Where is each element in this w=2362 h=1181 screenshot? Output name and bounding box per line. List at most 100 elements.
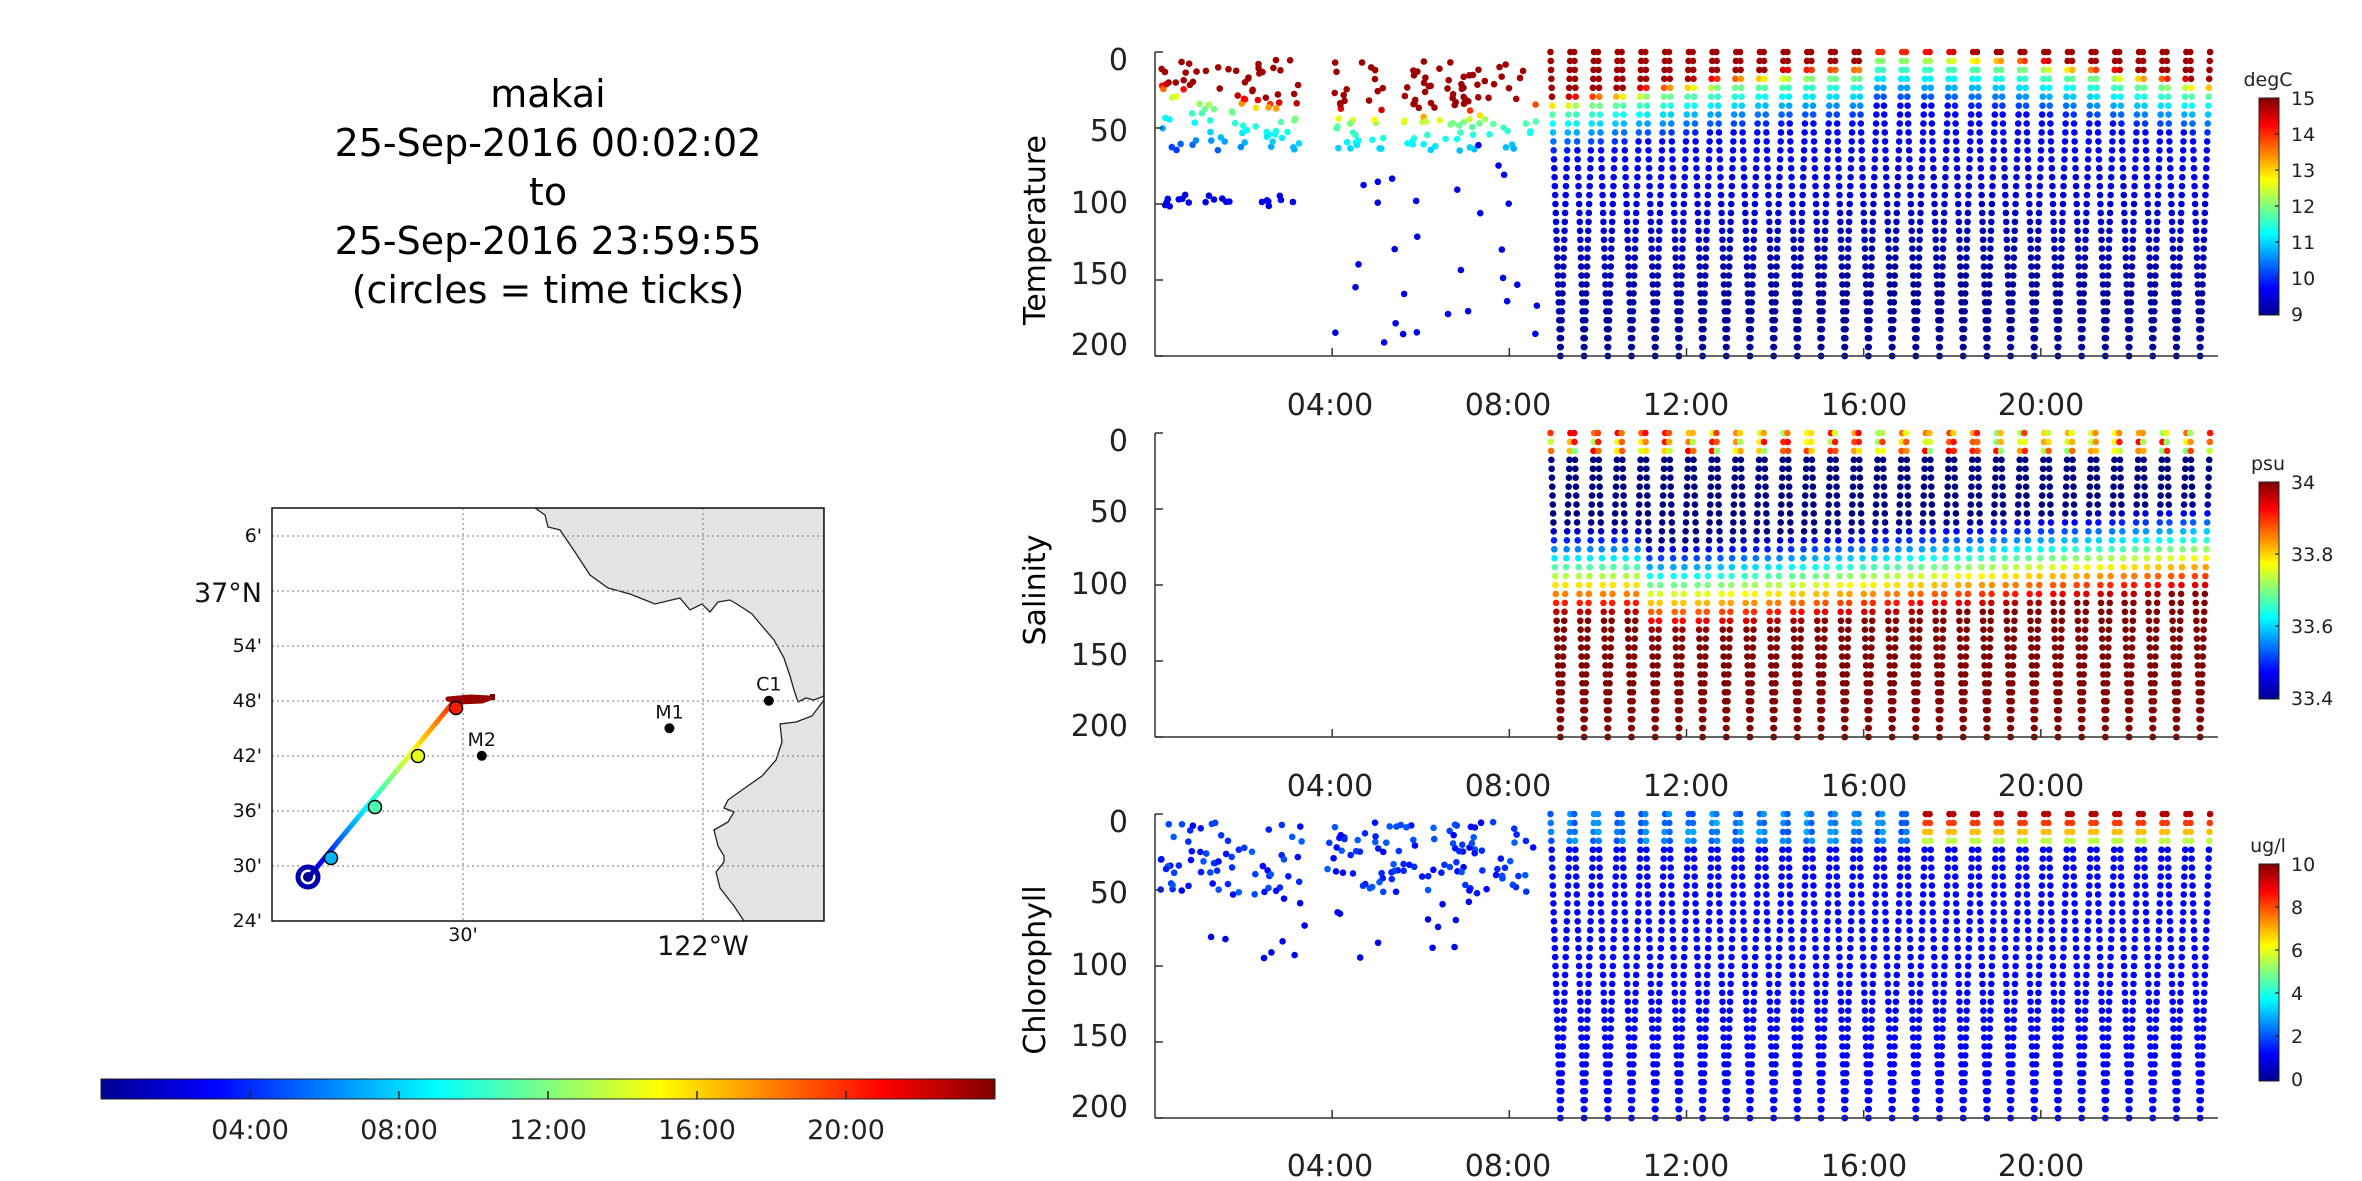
data-point — [1905, 510, 1912, 517]
data-point — [1699, 343, 1706, 351]
data-point — [1944, 483, 1952, 490]
data-point — [1586, 953, 1593, 961]
data-point — [1934, 299, 1942, 306]
data-point — [1610, 944, 1617, 952]
data-point — [1332, 329, 1339, 337]
data-point — [2076, 307, 2084, 315]
data-point — [1848, 510, 1856, 517]
data-point — [1775, 182, 1783, 190]
data-point — [1835, 536, 1842, 544]
data-point — [1573, 519, 1581, 526]
data-point — [2071, 138, 2078, 145]
data-point — [1422, 74, 1429, 82]
data-point — [1333, 68, 1340, 76]
data-point — [1943, 519, 1950, 526]
data-point — [1910, 299, 1918, 306]
data-point — [1572, 474, 1579, 482]
data-point — [1820, 263, 1828, 270]
data-point — [1555, 299, 1562, 306]
data-point — [2029, 697, 2037, 705]
data-point — [1811, 545, 1819, 553]
data-point — [1801, 501, 1809, 508]
data-point — [1990, 510, 1998, 517]
data-point — [1739, 909, 1747, 916]
data-point — [1966, 545, 1973, 553]
data-point — [1785, 102, 1793, 109]
data-point — [2016, 456, 2023, 464]
data-point — [1957, 653, 1964, 660]
data-point — [1660, 465, 1668, 473]
data-point — [1690, 75, 1697, 83]
data-point — [2140, 84, 2148, 92]
data-point — [1185, 60, 1193, 67]
data-point — [1667, 474, 1674, 482]
data-point — [1959, 334, 1966, 342]
data-point — [1601, 245, 1608, 253]
data-point — [1910, 662, 1917, 669]
data-point — [1727, 971, 1735, 979]
data-point — [2175, 281, 2183, 288]
data-point — [1849, 111, 1856, 118]
data-point — [1572, 846, 1579, 854]
data-point — [1574, 173, 1582, 181]
data-point — [2205, 75, 2213, 83]
data-point — [1950, 438, 1957, 446]
data-point — [1850, 456, 1858, 464]
data-point — [2141, 111, 2149, 118]
data-point — [1560, 998, 1568, 1006]
data-point — [1939, 263, 1946, 270]
data-point — [1957, 281, 1965, 288]
data-point — [2165, 501, 2173, 508]
data-point — [1549, 891, 1557, 898]
data-point — [2188, 474, 2195, 482]
data-point — [2073, 209, 2081, 217]
data-point — [1839, 671, 1846, 678]
data-point — [1654, 644, 1662, 651]
data-point — [1600, 236, 1608, 244]
data-point — [1823, 545, 1831, 553]
data-point — [1731, 846, 1739, 854]
data-point — [1874, 456, 1881, 464]
data-point — [2186, 48, 2194, 56]
data-point — [1718, 218, 1726, 226]
data-point — [1226, 198, 1233, 205]
data-point — [1719, 617, 1726, 625]
data-point — [2104, 281, 2112, 288]
data-point — [1691, 102, 1698, 109]
data-point — [1705, 173, 1712, 181]
data-point — [1682, 900, 1690, 907]
data-point — [2038, 492, 2046, 499]
data-point — [2048, 173, 2056, 181]
data-point — [2011, 236, 2018, 244]
data-point — [2169, 245, 2177, 253]
data-point — [1770, 724, 1777, 732]
data-point — [2205, 474, 2212, 482]
data-point — [1588, 111, 1596, 118]
data-point — [1951, 474, 1959, 482]
data-point — [1608, 980, 1616, 988]
data-point — [2099, 281, 2107, 288]
data-point — [2014, 120, 2022, 127]
data-point — [1633, 962, 1640, 970]
data-point — [1811, 554, 1819, 562]
data-point — [1633, 191, 1641, 199]
data-point — [1812, 191, 1820, 199]
data-point — [2190, 545, 2198, 553]
data-point — [1944, 84, 1952, 92]
data-point — [1928, 102, 1935, 109]
data-point — [1856, 102, 1864, 109]
data-point — [1583, 662, 1590, 669]
data-point — [1613, 855, 1620, 863]
data-point — [2068, 48, 2076, 56]
data-point — [1657, 554, 1665, 562]
data-point — [1647, 980, 1655, 988]
data-point — [1574, 917, 1581, 925]
data-point — [1786, 501, 1794, 508]
data-point — [1918, 536, 1926, 544]
data-point — [2045, 84, 2053, 92]
data-point — [2027, 236, 2034, 244]
data-point — [2170, 653, 2178, 660]
data-point — [1974, 66, 1981, 74]
data-point — [1565, 474, 1573, 482]
data-point — [1826, 84, 1834, 92]
